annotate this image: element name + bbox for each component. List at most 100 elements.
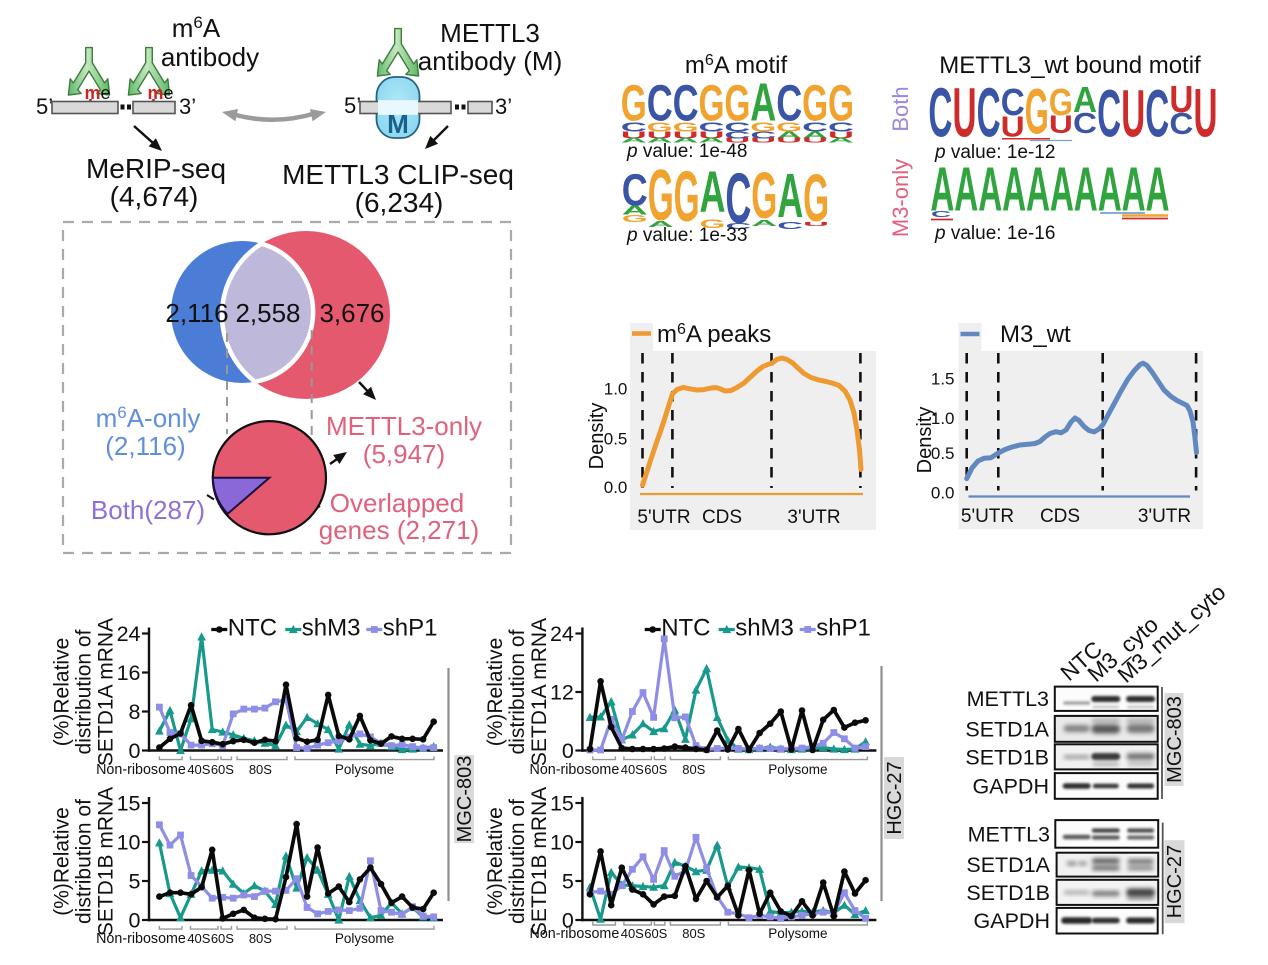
svg-text:Polysome: Polysome: [335, 762, 394, 777]
svg-text:Both(287): Both(287): [91, 495, 205, 525]
svg-text:A: A: [1098, 155, 1122, 225]
svg-text:3'UTR: 3'UTR: [1138, 506, 1191, 527]
svg-text:0: 0: [129, 909, 141, 933]
svg-text:Density: Density: [586, 403, 608, 470]
svg-text:A: A: [1026, 155, 1050, 225]
svg-text:U: U: [699, 131, 725, 142]
svg-text:0: 0: [562, 739, 574, 763]
svg-text:GAPDH: GAPDH: [974, 909, 1050, 933]
svg-text:antibody: antibody: [161, 42, 259, 72]
svg-text:C: C: [1145, 77, 1169, 152]
svg-text:G: G: [622, 214, 648, 225]
svg-text:A: A: [648, 219, 677, 229]
svg-text:8: 8: [129, 700, 141, 724]
svg-text:40S: 40S: [621, 926, 644, 941]
svg-text:15: 15: [550, 792, 574, 816]
svg-text:G: G: [828, 75, 854, 132]
svg-text:A: A: [1146, 155, 1170, 225]
svg-text:C: C: [724, 131, 752, 142]
svg-text:10: 10: [117, 831, 141, 855]
svg-text:U: U: [673, 131, 699, 142]
svg-text:(2,116): (2,116): [105, 431, 185, 461]
svg-text:p value: 1e-16: p value: 1e-16: [934, 223, 1055, 244]
svg-text:METTL3-only: METTL3-only: [326, 411, 482, 441]
svg-text:40S: 40S: [621, 762, 644, 777]
svg-text:0.0: 0.0: [931, 483, 955, 502]
svg-text:METTL3: METTL3: [968, 822, 1050, 846]
svg-text:3’: 3’: [179, 94, 196, 119]
svg-text:distribution of: distribution of: [73, 629, 96, 754]
svg-text:2,116: 2,116: [165, 298, 228, 328]
svg-text:15: 15: [117, 792, 141, 816]
svg-text:1.0: 1.0: [931, 409, 955, 428]
svg-text:m6A motif: m6A motif: [685, 52, 788, 79]
svg-text:MGC-803: MGC-803: [1164, 696, 1186, 783]
svg-text:U: U: [1121, 77, 1145, 152]
svg-text:G: G: [673, 120, 699, 135]
svg-text:CDS: CDS: [702, 507, 742, 528]
svg-text:60S: 60S: [644, 926, 667, 941]
svg-text:U: U: [1049, 112, 1073, 139]
svg-text:G: G: [724, 75, 750, 132]
svg-text:60S: 60S: [211, 931, 234, 946]
svg-text:80S: 80S: [249, 762, 272, 777]
svg-text:40S: 40S: [187, 931, 210, 946]
svg-text:CDS: CDS: [1040, 506, 1080, 527]
svg-text:HGC-27: HGC-27: [884, 761, 906, 834]
svg-text:(5,947): (5,947): [363, 439, 445, 469]
svg-text:U: U: [750, 136, 776, 145]
svg-text:C: C: [928, 74, 952, 152]
svg-text:40S: 40S: [187, 762, 210, 777]
svg-text:G: G: [647, 120, 673, 135]
svg-text:24: 24: [117, 622, 141, 646]
svg-text:A: A: [621, 136, 651, 145]
svg-text:A: A: [777, 161, 803, 231]
svg-text:G: G: [803, 161, 829, 236]
svg-text:C: C: [621, 120, 648, 135]
svg-text:Polysome: Polysome: [768, 926, 827, 941]
svg-text:shM3: shM3: [302, 615, 361, 642]
svg-text:GAPDH: GAPDH: [973, 774, 1049, 798]
svg-text:U: U: [953, 74, 977, 152]
svg-text:(%)Relative: (%)Relative: [484, 807, 507, 916]
svg-text:16: 16: [117, 661, 141, 685]
svg-text:HGC-27: HGC-27: [1164, 845, 1186, 918]
svg-text:A: A: [1074, 155, 1098, 225]
svg-text:80S: 80S: [682, 926, 705, 941]
svg-text:C: C: [776, 75, 802, 132]
svg-text:M3-only: M3-only: [888, 159, 913, 237]
svg-text:(6,234): (6,234): [355, 187, 444, 218]
svg-text:(%)Relative: (%)Relative: [51, 638, 74, 747]
svg-text:A: A: [699, 136, 729, 145]
svg-text:METTL3_wt bound motif: METTL3_wt bound motif: [939, 52, 1201, 79]
svg-text:SETD1A: SETD1A: [966, 853, 1050, 877]
svg-text:3,676: 3,676: [319, 298, 384, 328]
svg-text:A: A: [828, 136, 858, 145]
svg-text:3’: 3’: [495, 94, 512, 119]
svg-text:0: 0: [129, 739, 141, 763]
svg-text:p value: 1e-33: p value: 1e-33: [626, 225, 747, 246]
svg-text:Density: Density: [914, 407, 936, 474]
svg-text:(%)Relative: (%)Relative: [51, 807, 74, 916]
svg-text:U: U: [621, 131, 647, 142]
svg-text:80S: 80S: [682, 762, 705, 777]
svg-text:C: C: [1169, 107, 1193, 141]
svg-text:m6A-only: m6A-only: [96, 403, 201, 433]
svg-text:60S: 60S: [211, 762, 234, 777]
svg-text:A: A: [802, 131, 830, 142]
svg-text:C: C: [977, 74, 1001, 152]
svg-text:SETD1B: SETD1B: [965, 745, 1049, 769]
svg-text:p value: 1e-12: p value: 1e-12: [934, 142, 1055, 163]
svg-text:0.5: 0.5: [931, 444, 955, 463]
svg-text:2,558: 2,558: [235, 298, 300, 328]
svg-text:60S: 60S: [644, 762, 667, 777]
svg-text:U: U: [776, 136, 802, 145]
svg-text:C: C: [647, 75, 673, 132]
svg-text:U: U: [802, 136, 828, 145]
svg-text:C: C: [777, 221, 805, 232]
svg-text:0.0: 0.0: [604, 478, 628, 497]
svg-text:10: 10: [550, 831, 574, 855]
svg-text:M3_wt: M3_wt: [1000, 321, 1071, 348]
svg-text:C: C: [802, 120, 829, 135]
svg-text:SETD1B: SETD1B: [966, 881, 1050, 905]
